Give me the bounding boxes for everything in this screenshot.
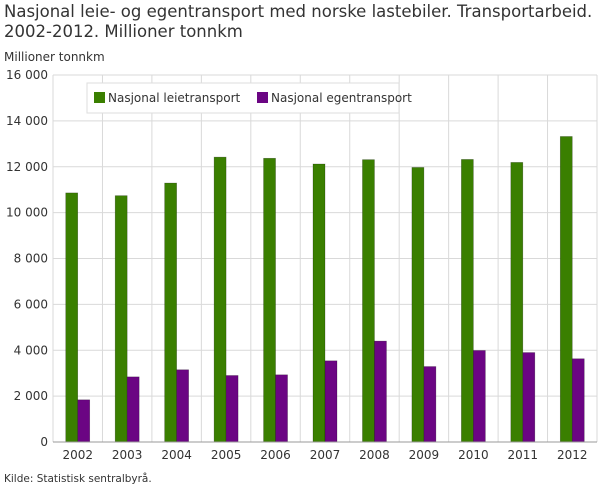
y-axis-label: Millioner tonnkm xyxy=(4,50,105,64)
bar-leietransport-2010 xyxy=(461,159,474,443)
bar-egentransport-2011 xyxy=(522,352,536,443)
bar-egentransport-2003 xyxy=(126,376,140,443)
bar-leietransport-2002 xyxy=(65,192,79,443)
bar-leietransport-2004 xyxy=(164,182,177,443)
y-tick-label: 16 000 xyxy=(6,68,48,82)
legend-swatch xyxy=(257,92,268,103)
legend-label: Nasjonal egentransport xyxy=(271,91,412,105)
x-tick-label: 2011 xyxy=(508,448,539,462)
bar-egentransport-2012 xyxy=(571,358,585,443)
y-tick-label: 2 000 xyxy=(14,389,48,403)
source-note: Kilde: Statistisk sentralbyrå. xyxy=(4,473,152,485)
legend-label: Nasjonal leietransport xyxy=(108,91,241,105)
bar-egentransport-2009 xyxy=(423,366,437,443)
bar-egentransport-2008 xyxy=(374,340,387,443)
bar-egentransport-2010 xyxy=(473,350,486,443)
x-tick-label: 2009 xyxy=(409,448,440,462)
y-tick-label: 4 000 xyxy=(14,343,48,357)
bar-leietransport-2009 xyxy=(411,167,425,443)
chart-title: Nasjonal leie- og egentransport med nors… xyxy=(4,2,593,41)
x-tick-label: 2010 xyxy=(458,448,489,462)
bar-leietransport-2007 xyxy=(312,163,326,443)
bar-leietransport-2006 xyxy=(263,157,276,443)
bar-leietransport-2008 xyxy=(362,159,375,443)
bar-leietransport-2003 xyxy=(114,195,128,443)
x-tick-label: 2012 xyxy=(557,448,588,462)
x-tick-label: 2008 xyxy=(359,448,390,462)
y-tick-label: 12 000 xyxy=(6,160,48,174)
bar-egentransport-2002 xyxy=(77,399,91,443)
bar-leietransport-2005 xyxy=(213,156,227,443)
x-tick-label: 2005 xyxy=(211,448,242,462)
bar-leietransport-2011 xyxy=(510,162,524,443)
legend-swatch xyxy=(94,92,105,103)
y-tick-label: 14 000 xyxy=(6,114,48,128)
legend-box xyxy=(86,82,400,114)
x-tick-label: 2007 xyxy=(310,448,341,462)
bar-egentransport-2004 xyxy=(176,369,189,443)
x-tick-label: 2002 xyxy=(62,448,93,462)
y-tick-label: 10 000 xyxy=(6,206,48,220)
bar-egentransport-2006 xyxy=(275,374,288,443)
y-tick-label: 8 000 xyxy=(14,252,48,266)
bar-egentransport-2007 xyxy=(324,360,338,443)
bar-leietransport-2012 xyxy=(559,136,573,443)
y-tick-label: 0 xyxy=(40,435,48,449)
y-tick-label: 6 000 xyxy=(14,297,48,311)
bar-egentransport-2005 xyxy=(225,375,239,443)
x-tick-label: 2006 xyxy=(260,448,291,462)
x-tick-label: 2004 xyxy=(161,448,192,462)
x-tick-label: 2003 xyxy=(112,448,143,462)
